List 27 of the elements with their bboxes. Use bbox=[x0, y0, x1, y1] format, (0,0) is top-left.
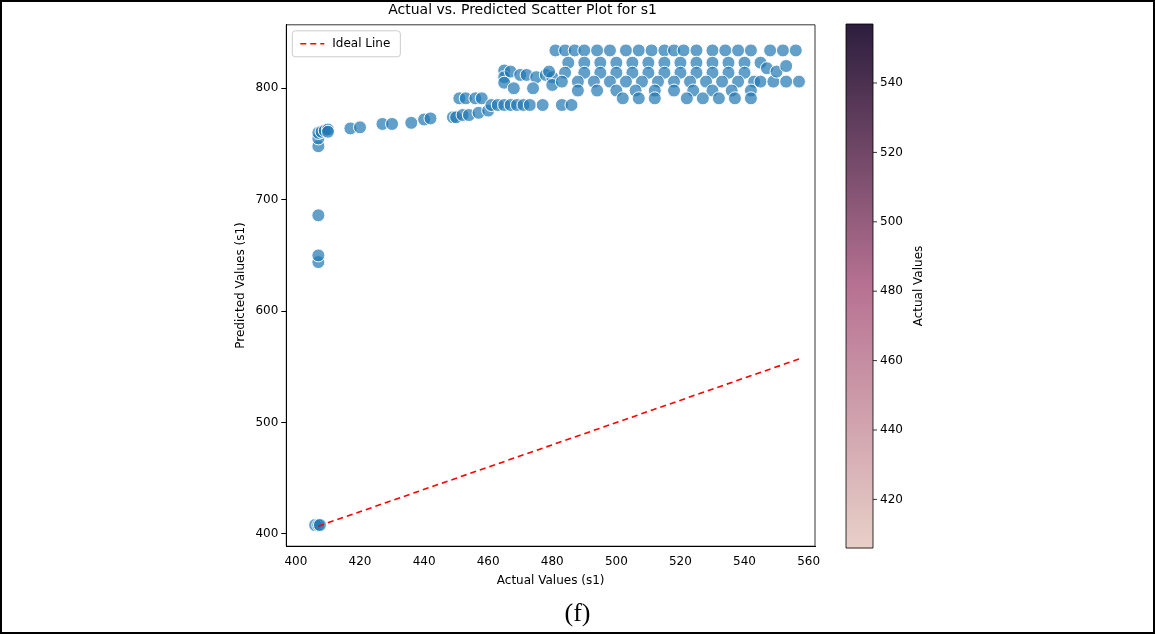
y-tick-label: 800 bbox=[255, 80, 279, 95]
x-tick-label: 460 bbox=[476, 553, 500, 568]
color-bar-label: 480 bbox=[880, 283, 903, 298]
x-tick-label: 400 bbox=[284, 553, 308, 568]
color-bar-label: 420 bbox=[880, 491, 903, 506]
color-bar-title: Actual Values bbox=[911, 245, 926, 327]
color-bar-label: 500 bbox=[880, 213, 903, 228]
text: (f) bbox=[564, 598, 591, 627]
color-bar-label: 460 bbox=[880, 352, 903, 367]
y-tick-label: 500 bbox=[255, 414, 279, 429]
x-axis-title: Actual Values (s1) bbox=[496, 572, 605, 587]
x-tick-label: 520 bbox=[668, 553, 692, 568]
legend-label: Ideal Line bbox=[332, 35, 391, 50]
x-tick-label: 440 bbox=[412, 553, 436, 568]
x-tick-label: 480 bbox=[540, 553, 564, 568]
chart-title: Actual vs. Predicted Scatter Plot for s1 bbox=[388, 1, 657, 18]
x-tick-label: 560 bbox=[797, 553, 821, 568]
y-tick-label: 400 bbox=[255, 526, 279, 541]
x-tick-label: 540 bbox=[733, 553, 756, 568]
color-bar-label: 440 bbox=[880, 422, 903, 437]
color-bar-label: 520 bbox=[880, 144, 903, 159]
color-bar-label: 540 bbox=[880, 75, 903, 90]
x-tick-label: 500 bbox=[604, 553, 628, 568]
y-axis-title: Predicted Values (s1) bbox=[233, 222, 248, 349]
y-tick-label: 700 bbox=[255, 191, 279, 206]
x-tick-label: 420 bbox=[348, 553, 372, 568]
y-tick-label: 600 bbox=[255, 303, 279, 318]
